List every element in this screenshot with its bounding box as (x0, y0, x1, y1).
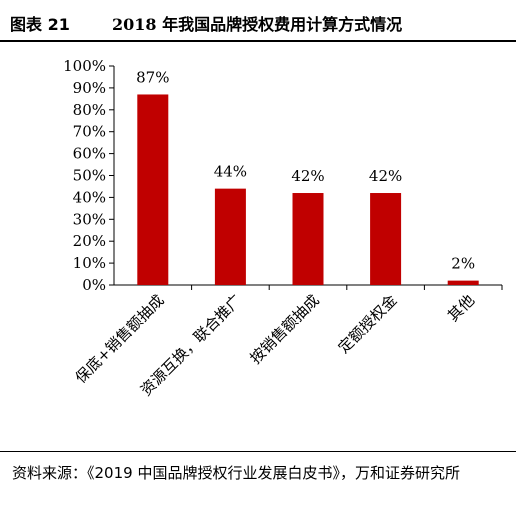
category-label: 其他 (444, 291, 478, 325)
bottom-rule (0, 451, 516, 452)
figure-label: 图表 21 (10, 15, 70, 34)
y-tick-label: 70% (73, 123, 106, 141)
bar (214, 188, 246, 285)
data-label: 87% (136, 68, 169, 86)
source-note: 资料来源：《2019 中国品牌授权行业发展白皮书》，万和证券研究所 (12, 464, 460, 482)
y-tick-label: 60% (73, 145, 106, 163)
bar (447, 280, 479, 285)
y-tick-label: 10% (73, 254, 106, 272)
y-tick-label: 20% (73, 232, 106, 250)
y-tick-label: 50% (73, 167, 106, 185)
data-label: 2% (451, 255, 475, 273)
y-tick-label: 90% (73, 79, 106, 97)
bar-chart: 0%10%20%30%40%50%60%70%80%90%100%87%保底+销… (63, 57, 503, 399)
y-tick-label: 100% (63, 57, 106, 75)
data-label: 44% (214, 163, 247, 181)
bar (137, 94, 169, 285)
bar (292, 193, 324, 285)
y-tick-label: 30% (73, 210, 106, 228)
chart-title: 2018 年我国品牌授权费用计算方式情况 (112, 15, 403, 34)
y-tick-label: 40% (73, 188, 106, 206)
y-tick-label: 80% (73, 101, 106, 119)
bar (370, 193, 402, 285)
data-label: 42% (369, 167, 402, 185)
category-label: 定额授权金 (335, 291, 401, 357)
category-label: 按销售额抽成 (246, 291, 322, 367)
data-label: 42% (291, 167, 324, 185)
figure-header: 图表 21 2018 年我国品牌授权费用计算方式情况 (0, 0, 516, 40)
top-rule (0, 40, 516, 42)
y-tick-label: 0% (82, 276, 106, 294)
